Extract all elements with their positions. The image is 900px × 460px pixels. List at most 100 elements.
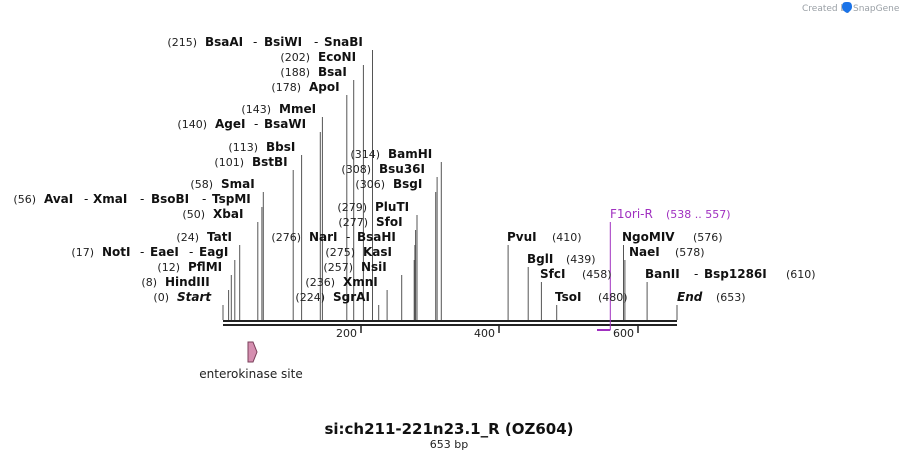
enzyme-sfci[interactable]: SfcI	[540, 267, 565, 281]
primer-f1ori-r[interactable]: F1ori-R (538 .. 557)	[597, 207, 731, 331]
enzyme-bsp1286i[interactable]: Bsp1286I	[704, 267, 767, 281]
enzyme-nsii[interactable]: NsiI	[361, 260, 387, 274]
site-label-ngomiv[interactable]: NgoMIV (576)	[622, 230, 723, 244]
site-label-xbai[interactable]: (50) XbaI	[182, 207, 243, 221]
enzyme-noti[interactable]: NotI	[102, 245, 131, 259]
enzyme-sgrai[interactable]: SgrAI	[333, 290, 370, 304]
enzyme-eagi[interactable]: EagI	[199, 245, 228, 259]
enzyme-smai[interactable]: SmaI	[221, 177, 255, 191]
site-label-nari[interactable]: (276) NarI - BsaHI	[271, 230, 396, 244]
restriction-site-labels: (215) BsaAI - BsiWI - SnaBI (202) EcoNI …	[13, 35, 815, 304]
site-label-bstbi[interactable]: (101) BstBI	[214, 155, 287, 169]
site-label-pflmi[interactable]: (12) PflMI	[157, 260, 222, 274]
site-label-bsu36i[interactable]: (308) Bsu36I	[341, 162, 425, 176]
sequence-start[interactable]: Start	[177, 290, 212, 304]
site-position: (236)	[305, 276, 335, 289]
enzyme-tati[interactable]: TatI	[207, 230, 232, 244]
svg-text:-: -	[314, 35, 318, 49]
site-label-xmni[interactable]: (236) XmnI	[305, 275, 377, 289]
enzyme-bsahi[interactable]: BsaHI	[357, 230, 396, 244]
enzyme-xbai[interactable]: XbaI	[213, 207, 243, 221]
enzyme-xmai[interactable]: XmaI	[93, 192, 127, 206]
site-label-hindiii[interactable]: (8) HindIII	[141, 275, 209, 289]
site-label-tati[interactable]: (24) TatI	[176, 230, 232, 244]
enzyme-tsoi[interactable]: TsoI	[555, 290, 581, 304]
enzyme-ngomiv[interactable]: NgoMIV	[622, 230, 675, 244]
enzyme-econi[interactable]: EcoNI	[318, 50, 356, 64]
site-label-avai[interactable]: (56) AvaI - XmaI - BsoBI - TspMI	[13, 192, 250, 206]
site-label-bamhi[interactable]: (314) BamHI	[350, 147, 432, 161]
sequence-end[interactable]: End	[677, 290, 703, 304]
enzyme-bsawi[interactable]: BsaWI	[264, 117, 306, 131]
enzyme-bsu36i[interactable]: Bsu36I	[379, 162, 425, 176]
enzyme-kasi[interactable]: KasI	[363, 245, 392, 259]
svg-text:-: -	[202, 192, 206, 206]
site-label-nsii[interactable]: (257) NsiI	[323, 260, 386, 274]
enzyme-banii[interactable]: BanII	[645, 267, 680, 281]
enzyme-xmni[interactable]: XmnI	[343, 275, 378, 289]
site-label-tsoi[interactable]: TsoI (480)	[555, 290, 628, 304]
site-label-bgli[interactable]: BglI (439)	[527, 252, 596, 266]
enzyme-bstbi[interactable]: BstBI	[252, 155, 288, 169]
site-position: (276)	[271, 231, 301, 244]
svg-text:-: -	[254, 117, 258, 131]
enzyme-bsobi[interactable]: BsoBI	[151, 192, 189, 206]
site-label-bsgi[interactable]: (306) BsgI	[355, 177, 422, 191]
enzyme-bsaai[interactable]: BsaAI	[205, 35, 243, 49]
site-label-sgrai[interactable]: (224) SgrAI	[295, 290, 370, 304]
site-label-sfci[interactable]: SfcI (458)	[540, 267, 612, 281]
enzyme-apoi[interactable]: ApoI	[309, 80, 340, 94]
site-label-econi[interactable]: (202) EcoNI	[280, 50, 356, 64]
site-position: (17)	[71, 246, 94, 259]
site-label-bbsi[interactable]: (113) BbsI	[228, 140, 295, 154]
axis-tick-label: 400	[474, 327, 495, 340]
site-position: (480)	[598, 291, 628, 304]
site-label-pvui[interactable]: PvuI (410)	[507, 230, 582, 244]
site-label-naei[interactable]: NaeI (578)	[629, 245, 705, 259]
site-label-smai[interactable]: (58) SmaI	[190, 177, 254, 191]
site-label-end[interactable]: End (653)	[677, 290, 746, 304]
credit-brand: SnapGene	[853, 4, 900, 14]
site-position: (458)	[582, 268, 612, 281]
site-position: (12)	[157, 261, 180, 274]
enzyme-bamhi[interactable]: BamHI	[388, 147, 432, 161]
site-label-sfoi[interactable]: (277) SfoI	[338, 215, 402, 229]
enzyme-bgli[interactable]: BglI	[527, 252, 553, 266]
site-position: (178)	[271, 81, 301, 94]
site-label-agei[interactable]: (140) AgeI - BsaWI	[177, 117, 306, 131]
site-label-noti[interactable]: (17) NotI - EaeI - EagI	[71, 245, 228, 259]
enzyme-avai[interactable]: AvaI	[44, 192, 73, 206]
svg-text:-: -	[346, 230, 350, 244]
feature-enterokinase-site[interactable]: enterokinase site	[199, 341, 303, 381]
enzyme-bsiwi[interactable]: BsiWI	[264, 35, 302, 49]
enzyme-bsgi[interactable]: BsgI	[393, 177, 422, 191]
site-label-pluti[interactable]: (279) PluTI	[337, 200, 409, 214]
site-label-banii[interactable]: BanII - Bsp1286I (610)	[645, 267, 816, 281]
enzyme-agei[interactable]: AgeI	[215, 117, 245, 131]
site-label-kasi[interactable]: (275) KasI	[325, 245, 392, 259]
enzyme-snabi[interactable]: SnaBI	[324, 35, 363, 49]
enzyme-mmei[interactable]: MmeI	[279, 102, 316, 116]
site-label-start[interactable]: (0) Start	[153, 290, 212, 304]
enzyme-pluti[interactable]: PluTI	[375, 200, 409, 214]
site-position: (215)	[167, 36, 197, 49]
enzyme-sfoi[interactable]: SfoI	[376, 215, 403, 229]
svg-text:-: -	[253, 35, 257, 49]
enzyme-bbsi[interactable]: BbsI	[266, 140, 295, 154]
enzyme-pflmi[interactable]: PflMI	[188, 260, 222, 274]
site-label-mmei[interactable]: (143) MmeI	[241, 102, 316, 116]
feature-label: enterokinase site	[199, 367, 302, 381]
enzyme-hindiii[interactable]: HindIII	[165, 275, 210, 289]
axis-tick-400: 400	[474, 325, 500, 340]
site-label-bsaai[interactable]: (215) BsaAI - BsiWI - SnaBI	[167, 35, 363, 49]
enzyme-bsai[interactable]: BsaI	[318, 65, 347, 79]
enzyme-eaei[interactable]: EaeI	[150, 245, 179, 259]
enzyme-nari[interactable]: NarI	[309, 230, 338, 244]
enzyme-naei[interactable]: NaeI	[629, 245, 660, 259]
enzyme-tspmi[interactable]: TspMI	[212, 192, 251, 206]
enzyme-pvui[interactable]: PvuI	[507, 230, 537, 244]
site-label-bsai[interactable]: (188) BsaI	[280, 65, 346, 79]
dna-backbone[interactable]	[223, 320, 677, 326]
site-label-apoi[interactable]: (178) ApoI	[271, 80, 339, 94]
